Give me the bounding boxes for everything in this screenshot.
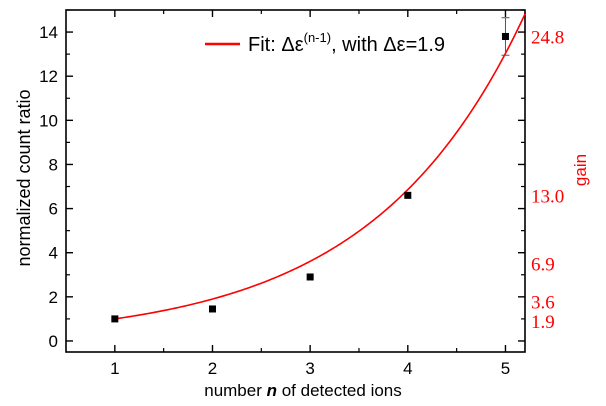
gain-axis: 24.8 13.0 6.9 3.61.9 <box>531 27 564 333</box>
y-tick-label: 8 <box>49 155 58 174</box>
plot-area <box>65 9 526 353</box>
data-point <box>208 305 216 313</box>
x-tick-label: 5 <box>501 359 510 378</box>
y-tick-label: 0 <box>49 332 58 351</box>
legend-label-fit: Fit: Δε(n-1), with Δε=1.9 <box>248 30 445 56</box>
x-tick-label: 1 <box>110 359 119 378</box>
x-axis-label: number n of detected ions <box>204 381 402 400</box>
y-axis: 0 2 4 6 8 10 12 14 <box>39 9 525 351</box>
gain-label: 1.9 <box>531 312 555 333</box>
data-point <box>404 191 412 199</box>
fit-curve <box>114 13 526 320</box>
y-axis-label: normalized count ratio <box>14 89 34 266</box>
x-axis: 1 2 3 4 5 <box>110 10 510 378</box>
plot-frame <box>65 9 526 353</box>
data-point <box>306 273 314 281</box>
y-tick-label: 12 <box>39 67 58 86</box>
gain-label: 6.9 <box>531 255 555 276</box>
data-points-layer <box>111 17 510 323</box>
fit-curve-layer <box>114 13 526 320</box>
gain-label: 13.0 <box>531 186 564 207</box>
data-point <box>111 315 119 323</box>
x-tick-label: 2 <box>208 359 217 378</box>
x-tick-label: 4 <box>403 359 412 378</box>
gain-label: 24.8 <box>531 27 564 48</box>
x-tick-label: 3 <box>305 359 314 378</box>
y-tick-label: 6 <box>49 200 58 219</box>
gain-axis-label: gain <box>571 154 590 186</box>
y-tick-label: 14 <box>39 23 58 42</box>
data-point <box>501 32 509 40</box>
gain-label: 3.6 <box>531 292 555 313</box>
y-tick-label: 10 <box>39 111 58 130</box>
y-tick-label: 4 <box>49 244 58 263</box>
legend: Fit: Δε(n-1), with Δε=1.9 <box>205 30 445 56</box>
y-tick-label: 2 <box>49 288 58 307</box>
